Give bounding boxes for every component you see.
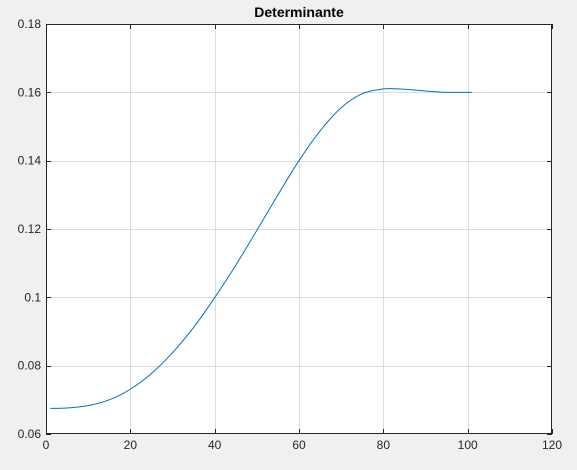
x-tick-label: 100 <box>458 438 478 452</box>
y-tick-label: 0.14 <box>18 154 42 168</box>
y-tick-label: 0.12 <box>18 222 42 236</box>
y-tick-label: 0.1 <box>24 290 41 304</box>
series-line <box>50 88 472 409</box>
y-tick-label: 0.06 <box>18 427 42 441</box>
x-tick-label: 40 <box>208 438 222 452</box>
y-tick-label: 0.08 <box>18 359 42 373</box>
x-tick-label: 0 <box>43 438 50 452</box>
x-tick-label: 60 <box>292 438 306 452</box>
data-layer <box>50 88 472 409</box>
x-tick-label: 20 <box>124 438 138 452</box>
x-axis: 0 20 40 60 80 100 120 <box>43 24 562 452</box>
y-tick-label: 0.16 <box>18 85 42 99</box>
chart-title: Determinante <box>254 4 344 20</box>
y-tick-label: 0.18 <box>18 17 42 31</box>
y-axis: 0.06 0.08 0.1 0.12 0.14 0.16 0.18 <box>18 17 552 441</box>
x-tick-label: 120 <box>542 438 562 452</box>
x-tick-label: 80 <box>377 438 391 452</box>
